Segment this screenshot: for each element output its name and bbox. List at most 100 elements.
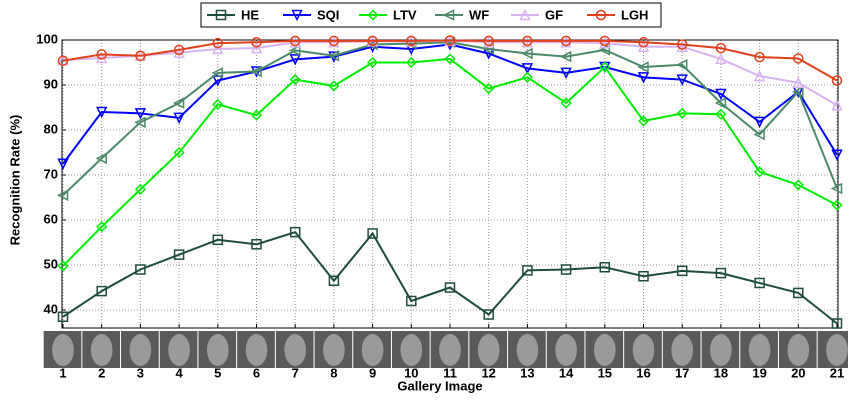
x-tick-label: 9 — [369, 365, 376, 380]
marker — [715, 88, 727, 101]
x-tick-label: 15 — [598, 365, 612, 380]
legend-label: WF — [469, 7, 489, 22]
y-tick-label: 90 — [44, 76, 58, 91]
face-image — [516, 334, 539, 366]
series — [57, 226, 843, 329]
marker — [251, 37, 262, 48]
face-image — [748, 334, 771, 366]
marker — [753, 128, 765, 141]
marker — [367, 56, 379, 69]
marker — [676, 74, 688, 86]
y-tick-label: 80 — [44, 121, 58, 136]
series-line — [62, 41, 838, 196]
marker — [95, 152, 107, 165]
y-tick-label: 50 — [44, 256, 58, 271]
marker — [173, 46, 185, 58]
marker — [676, 39, 688, 50]
face-image — [361, 334, 384, 366]
x-tick-label: 4 — [175, 365, 183, 380]
x-tick-label: 3 — [137, 365, 144, 380]
y-tick-label: 100 — [36, 31, 58, 46]
marker — [714, 97, 727, 109]
marker — [676, 59, 688, 71]
face-image — [787, 334, 810, 366]
series-line — [62, 230, 838, 325]
marker — [559, 50, 572, 63]
marker — [483, 83, 495, 95]
marker — [173, 146, 185, 159]
marker — [289, 35, 301, 47]
face-image — [168, 334, 190, 366]
marker — [831, 199, 843, 211]
marker — [483, 35, 494, 47]
marker — [560, 35, 572, 47]
marker — [289, 36, 301, 48]
x-tick-label: 1 — [59, 365, 66, 380]
y-tick-label: 70 — [44, 166, 58, 181]
marker — [599, 35, 611, 47]
marker — [599, 36, 611, 49]
marker — [212, 42, 224, 55]
marker — [637, 61, 649, 73]
x-tick-label: 8 — [330, 365, 337, 380]
y-tick-label: 40 — [44, 301, 58, 316]
marker — [250, 65, 262, 78]
face-image — [439, 334, 461, 366]
marker — [793, 287, 804, 299]
marker — [57, 55, 69, 66]
legend-marker — [519, 8, 531, 21]
marker — [715, 108, 727, 120]
legend-marker — [367, 9, 379, 21]
marker — [212, 37, 224, 49]
marker — [289, 226, 301, 238]
marker — [792, 179, 804, 191]
marker — [367, 35, 378, 47]
marker — [328, 36, 340, 48]
marker — [521, 36, 534, 48]
series-line — [62, 39, 838, 82]
marker — [676, 265, 688, 277]
x-tick-label: 13 — [520, 365, 534, 380]
marker — [754, 166, 766, 178]
marker — [793, 53, 804, 64]
marker — [444, 35, 456, 46]
gallery-strip — [43, 331, 848, 368]
legend-label: GF — [545, 7, 563, 22]
face-image — [206, 334, 229, 366]
legend-label: HE — [241, 7, 259, 22]
legend-marker — [595, 9, 607, 21]
face-image — [400, 334, 423, 366]
series — [57, 35, 843, 86]
marker — [715, 267, 727, 279]
face-image — [323, 334, 345, 366]
marker — [715, 52, 727, 65]
marker — [676, 40, 688, 52]
marker — [483, 309, 494, 320]
x-tick-label: 18 — [714, 365, 728, 380]
marker — [212, 75, 224, 87]
marker — [637, 115, 650, 127]
marker — [521, 63, 534, 75]
y-tick-label: 60 — [44, 211, 58, 226]
marker — [482, 36, 495, 48]
marker — [96, 49, 107, 60]
marker — [753, 69, 766, 82]
marker — [560, 264, 572, 275]
legend-label: LGH — [621, 7, 648, 22]
x-axis-label: Gallery Image — [397, 378, 482, 393]
x-tick-label: 6 — [253, 365, 260, 380]
marker — [57, 311, 69, 322]
face-image — [129, 334, 152, 366]
marker — [830, 182, 843, 195]
face-image — [710, 334, 732, 366]
x-tick-label: 16 — [636, 365, 650, 380]
marker — [405, 56, 417, 69]
marker — [57, 158, 69, 170]
marker — [522, 35, 533, 47]
face-image — [555, 334, 577, 366]
legend-label: SQI — [317, 7, 339, 22]
series — [57, 53, 843, 272]
marker — [521, 47, 533, 60]
